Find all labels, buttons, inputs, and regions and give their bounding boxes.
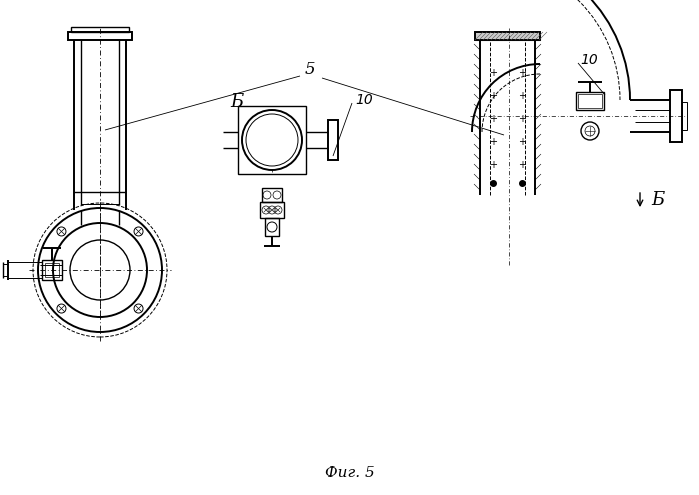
Text: +: + (518, 160, 526, 170)
Text: Б: Б (231, 93, 244, 111)
Bar (42, 260, 62, 280)
Bar (45, 263, 59, 277)
Bar (262, 188, 282, 202)
Bar (71, 27, 129, 32)
Text: +: + (489, 114, 497, 124)
Polygon shape (475, 32, 540, 40)
Text: +: + (518, 114, 526, 124)
Bar (576, 92, 604, 110)
Bar (670, 90, 682, 142)
Text: +: + (489, 137, 497, 147)
Text: +: + (489, 68, 497, 78)
Bar (265, 218, 279, 236)
Text: Фиг. 5: Фиг. 5 (325, 466, 375, 480)
Bar (578, 94, 602, 108)
Text: +: + (518, 68, 526, 78)
Text: +: + (518, 91, 526, 101)
Text: 5: 5 (305, 61, 315, 79)
Bar (475, 32, 540, 40)
Text: +: + (518, 137, 526, 147)
Text: 10: 10 (355, 93, 373, 107)
Bar (238, 106, 306, 174)
Bar (328, 120, 338, 160)
Bar (68, 32, 132, 40)
Circle shape (242, 110, 302, 170)
Bar (260, 202, 284, 218)
Text: 10: 10 (580, 53, 598, 67)
Text: Б: Б (651, 191, 664, 209)
Text: +: + (489, 160, 497, 170)
Text: +: + (489, 91, 497, 101)
Bar (682, 102, 687, 130)
